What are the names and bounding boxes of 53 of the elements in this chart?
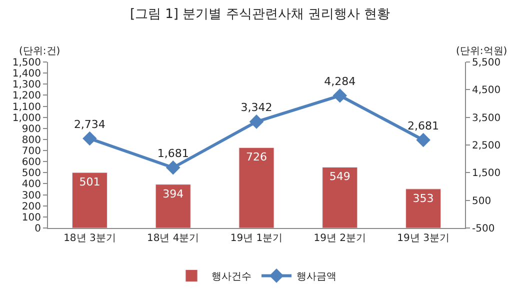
data-label: 4,284 xyxy=(324,75,356,88)
y2-tick-label: 3,500 xyxy=(472,112,501,124)
y-tick-label: 900 xyxy=(22,124,41,135)
y-tick-label: 600 xyxy=(22,157,41,168)
data-label: 353 xyxy=(412,192,434,205)
y-tick-label: 0 xyxy=(34,224,41,234)
data-label: 2,734 xyxy=(74,118,106,131)
y2-tick-label: -500 xyxy=(472,224,495,234)
y-tick-label: 100 xyxy=(22,212,41,224)
y-tick-label: 1,300 xyxy=(12,80,41,91)
x-tick-label: 19년 3분기 xyxy=(397,233,450,244)
y-tick-label: 1,200 xyxy=(12,90,41,102)
data-label: 2,681 xyxy=(408,119,440,132)
y2-tick-label: 2,500 xyxy=(472,140,501,152)
y2-tick-label: 500 xyxy=(472,196,492,207)
bar xyxy=(155,184,191,228)
y-tick-label: 800 xyxy=(22,134,41,146)
point xyxy=(332,88,348,103)
data-label: 3,342 xyxy=(240,101,272,114)
bar xyxy=(322,166,358,228)
y-tick-label: 1,400 xyxy=(12,68,41,80)
point xyxy=(249,114,264,129)
data-label: 501 xyxy=(79,176,100,189)
data-label: 394 xyxy=(162,187,184,200)
y2-tick-label: 1,500 xyxy=(472,168,501,180)
y-tick-label: 700 xyxy=(22,146,41,158)
y2-axis-title: (단위:억원) xyxy=(456,46,508,57)
point xyxy=(166,160,180,175)
chart-title: [그림 1] 분기별 주식관련사채 권리행사 현황 xyxy=(130,7,390,22)
x-tick-label: 19년 2분기 xyxy=(314,233,366,244)
legend-label: 행사건수 xyxy=(212,272,252,283)
y-tick-label: 500 xyxy=(22,168,41,180)
data-label: 549 xyxy=(329,170,350,184)
point xyxy=(416,132,430,148)
y2-tick-label: 4,500 xyxy=(472,85,501,96)
y-tick-label: 1,000 xyxy=(12,112,41,124)
x-tick-label: 18년 3분기 xyxy=(64,233,116,244)
data-label: 1,681 xyxy=(157,147,189,160)
bar xyxy=(72,172,108,228)
data-label: 726 xyxy=(246,150,267,164)
y-tick-label: 300 xyxy=(22,190,41,202)
y-tick-label: 1,500 xyxy=(12,58,41,68)
x-tick-label: 19년 1분기 xyxy=(230,233,283,244)
bar xyxy=(406,188,442,228)
y-tick-label: 400 xyxy=(22,179,41,190)
legend-label: 행사금액 xyxy=(296,272,336,283)
x-tick-label: 18년 4분기 xyxy=(146,233,200,244)
y-axis-title: (단위:건) xyxy=(19,46,60,57)
point xyxy=(82,131,97,146)
y-tick-label: 1,100 xyxy=(12,102,41,113)
y-tick-label: 200 xyxy=(22,201,41,212)
bar xyxy=(238,147,274,228)
y2-tick-label: 5,500 xyxy=(472,58,501,68)
